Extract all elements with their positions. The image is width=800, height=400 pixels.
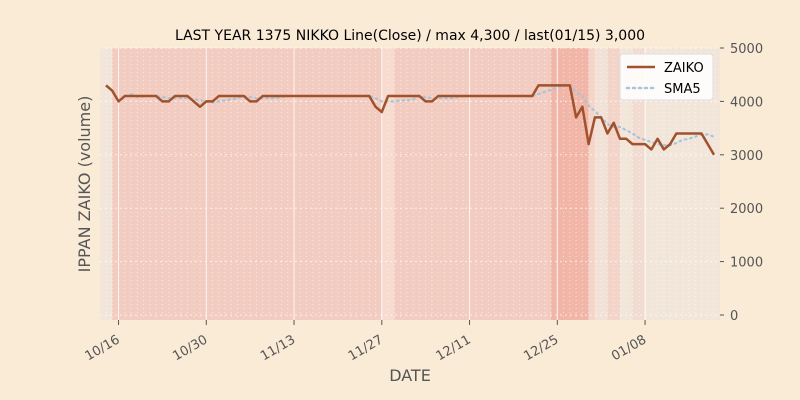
x-axis-label: DATE xyxy=(389,366,431,385)
series-layer xyxy=(105,84,716,156)
grid-lines xyxy=(100,47,720,320)
y-tick-label: 5000 xyxy=(730,42,763,57)
legend: ZAIKO SMA5 xyxy=(619,53,714,101)
y-tick-label: 0 xyxy=(730,309,738,324)
y-tick-label: 1000 xyxy=(730,256,763,271)
series-line-sma5 xyxy=(129,84,716,147)
legend-label-sma5: SMA5 xyxy=(664,82,701,97)
y-axis-ticks: 0 1000 2000 3000 4000 5000 xyxy=(720,42,763,324)
y-tick-label: 2000 xyxy=(730,202,763,217)
shaded-bands xyxy=(112,48,646,320)
legend-label-zaiko: ZAIKO xyxy=(664,61,704,76)
y-tick-label: 4000 xyxy=(730,95,763,110)
y-axis-label: IPPAN ZAIKO (volume) xyxy=(75,96,94,273)
chart-title: LAST YEAR 1375 NIKKO Line(Close) / max 4… xyxy=(175,28,645,44)
series-line-zaiko xyxy=(105,84,716,156)
legend-box xyxy=(619,53,714,101)
shaded-band-4 xyxy=(588,48,595,320)
y-tick-label: 3000 xyxy=(730,149,763,164)
shaded-band-2 xyxy=(394,48,552,320)
plot-area xyxy=(100,47,720,320)
shaded-band-0 xyxy=(112,48,382,320)
